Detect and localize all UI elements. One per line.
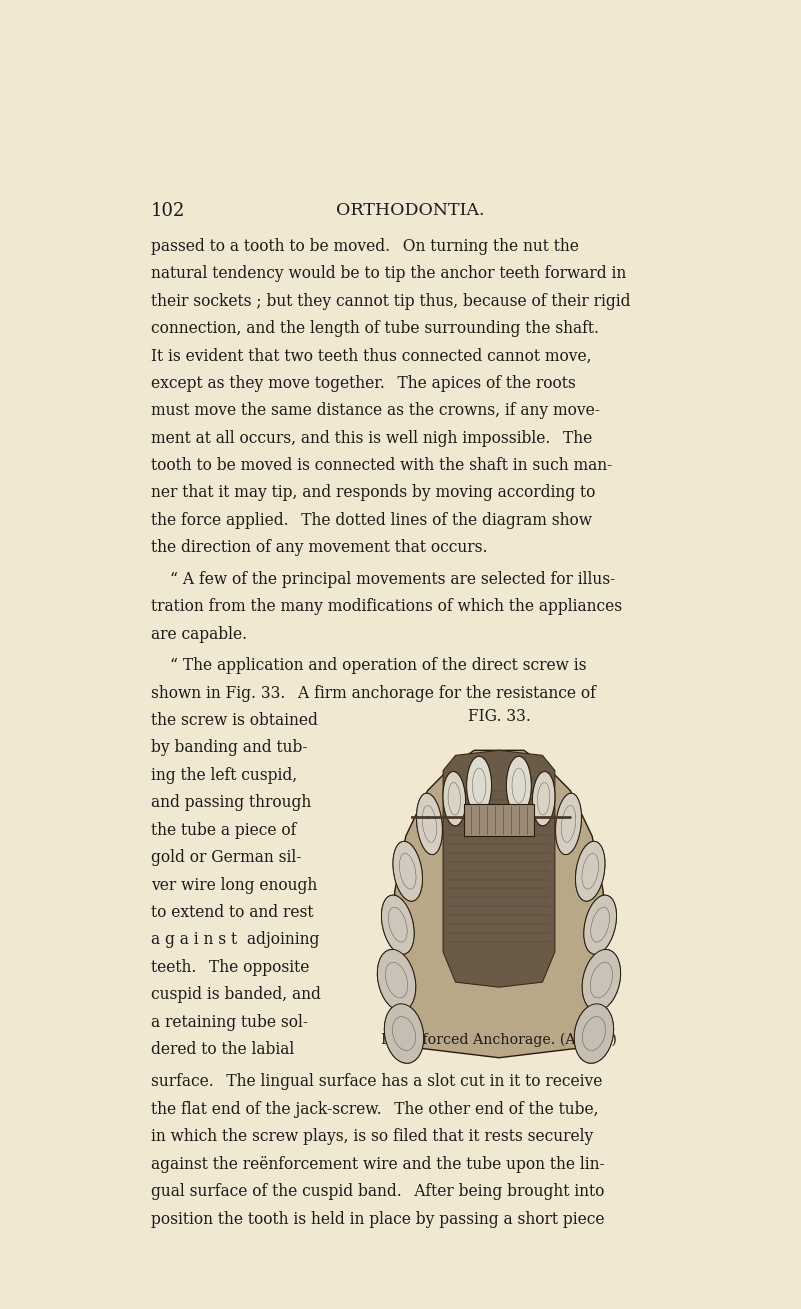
Text: are capable.: are capable.: [151, 626, 248, 643]
Text: a g a i n s t  adjoining: a g a i n s t adjoining: [151, 931, 320, 948]
Text: passed to a tooth to be moved.  On turning the nut the: passed to a tooth to be moved. On turnin…: [151, 238, 579, 255]
Text: position the tooth is held in place by passing a short piece: position the tooth is held in place by p…: [151, 1211, 605, 1228]
Ellipse shape: [582, 949, 621, 1011]
Text: and passing through: and passing through: [151, 795, 312, 812]
Ellipse shape: [574, 1004, 614, 1063]
Ellipse shape: [575, 842, 605, 901]
Text: ner that it may tip, and responds by moving according to: ner that it may tip, and responds by mov…: [151, 484, 595, 501]
Ellipse shape: [556, 793, 582, 855]
Polygon shape: [395, 750, 603, 1058]
Ellipse shape: [384, 1004, 424, 1063]
Text: to extend to and rest: to extend to and rest: [151, 905, 313, 922]
Ellipse shape: [384, 1004, 424, 1063]
Ellipse shape: [533, 771, 555, 826]
Ellipse shape: [582, 949, 621, 1011]
Text: teeth.  The opposite: teeth. The opposite: [151, 958, 309, 975]
Polygon shape: [443, 750, 555, 987]
Ellipse shape: [417, 793, 442, 855]
Text: gold or German sil-: gold or German sil-: [151, 850, 301, 867]
Ellipse shape: [574, 1004, 614, 1063]
Ellipse shape: [393, 842, 422, 901]
Ellipse shape: [584, 895, 617, 954]
Text: connection, and the length of tube surrounding the shaft.: connection, and the length of tube surro…: [151, 319, 599, 336]
Text: tooth to be moved is connected with the shaft in such man-: tooth to be moved is connected with the …: [151, 457, 612, 474]
Ellipse shape: [393, 842, 422, 901]
Text: the flat end of the jack-screw.  The other end of the tube,: the flat end of the jack-screw. The othe…: [151, 1101, 598, 1118]
Text: in which the screw plays, is so filed that it rests securely: in which the screw plays, is so filed th…: [151, 1128, 594, 1145]
Text: a retaining tube sol-: a retaining tube sol-: [151, 1013, 308, 1030]
FancyBboxPatch shape: [464, 804, 534, 836]
Text: “ The application and operation of the direct screw is: “ The application and operation of the d…: [170, 657, 586, 674]
Ellipse shape: [506, 757, 531, 814]
Ellipse shape: [377, 949, 416, 1011]
Text: the screw is obtained: the screw is obtained: [151, 712, 318, 729]
Text: “ A few of the principal movements are selected for illus-: “ A few of the principal movements are s…: [170, 571, 615, 588]
Text: Re-enforced Anchorage. (Angle.): Re-enforced Anchorage. (Angle.): [381, 1033, 617, 1047]
Text: ing the left cuspid,: ing the left cuspid,: [151, 767, 297, 784]
Text: FIG. 33.: FIG. 33.: [468, 708, 530, 725]
Text: It is evident that two teeth thus connected cannot move,: It is evident that two teeth thus connec…: [151, 347, 591, 364]
Text: the force applied.  The dotted lines of the diagram show: the force applied. The dotted lines of t…: [151, 512, 592, 529]
Text: tration from the many modifications of which the appliances: tration from the many modifications of w…: [151, 598, 622, 615]
Ellipse shape: [506, 757, 531, 814]
Ellipse shape: [533, 771, 555, 826]
Text: against the reënforcement wire and the tube upon the lin-: against the reënforcement wire and the t…: [151, 1156, 605, 1173]
Text: by banding and tub-: by banding and tub-: [151, 740, 308, 757]
Ellipse shape: [377, 949, 416, 1011]
Ellipse shape: [443, 771, 465, 826]
Ellipse shape: [381, 895, 414, 954]
Text: gual surface of the cuspid band.  After being brought into: gual surface of the cuspid band. After b…: [151, 1183, 605, 1200]
Text: except as they move together.  The apices of the roots: except as they move together. The apices…: [151, 374, 576, 391]
Text: the tube a piece of: the tube a piece of: [151, 822, 296, 839]
Text: 102: 102: [151, 203, 185, 220]
Text: their sockets ; but they cannot tip thus, because of their rigid: their sockets ; but they cannot tip thus…: [151, 292, 630, 309]
Ellipse shape: [417, 793, 442, 855]
Text: ment at all occurs, and this is well nigh impossible.  The: ment at all occurs, and this is well nig…: [151, 429, 592, 446]
Text: shown in Fig. 33.  A firm anchorage for the resistance of: shown in Fig. 33. A firm anchorage for t…: [151, 685, 596, 702]
Ellipse shape: [575, 842, 605, 901]
Ellipse shape: [467, 757, 492, 814]
Ellipse shape: [467, 757, 492, 814]
Text: must move the same distance as the crowns, if any move-: must move the same distance as the crown…: [151, 402, 600, 419]
Bar: [320, 740, 678, 1042]
Ellipse shape: [381, 895, 414, 954]
Text: surface.  The lingual surface has a slot cut in it to receive: surface. The lingual surface has a slot …: [151, 1073, 602, 1090]
Ellipse shape: [584, 895, 617, 954]
Text: the direction of any movement that occurs.: the direction of any movement that occur…: [151, 539, 488, 556]
Ellipse shape: [443, 771, 465, 826]
Text: dered to the labial: dered to the labial: [151, 1041, 294, 1058]
Text: cuspid is banded, and: cuspid is banded, and: [151, 986, 321, 1003]
Text: natural tendency would be to tip the anchor teeth forward in: natural tendency would be to tip the anc…: [151, 266, 626, 283]
Text: ORTHODONTIA.: ORTHODONTIA.: [336, 203, 485, 220]
Ellipse shape: [556, 793, 582, 855]
Text: ver wire long enough: ver wire long enough: [151, 877, 317, 894]
